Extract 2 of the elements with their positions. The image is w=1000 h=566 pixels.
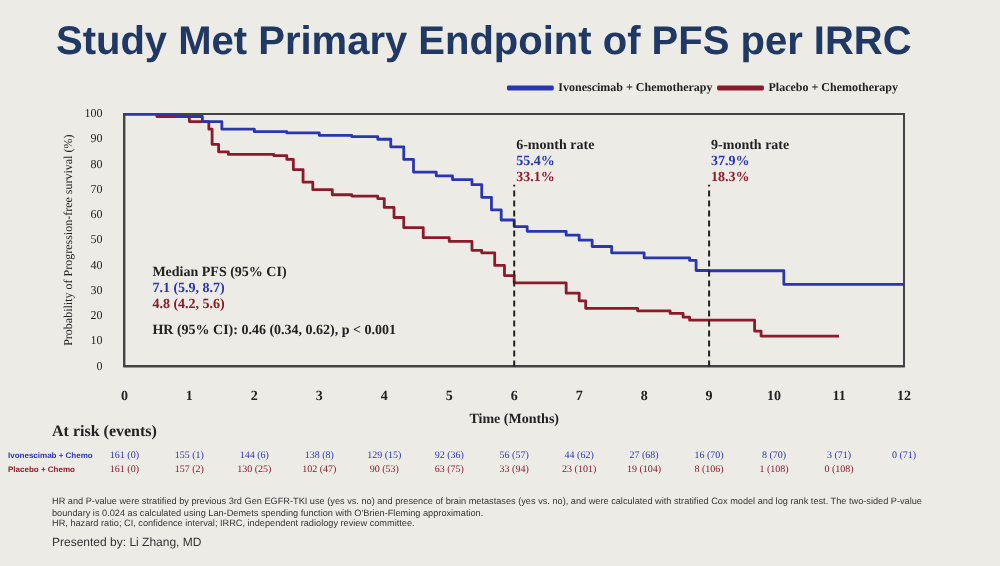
text: At risk (events) bbox=[52, 422, 158, 440]
chart-title: Study Met Primary Endpoint of PFS per IRRC bbox=[56, 20, 912, 66]
